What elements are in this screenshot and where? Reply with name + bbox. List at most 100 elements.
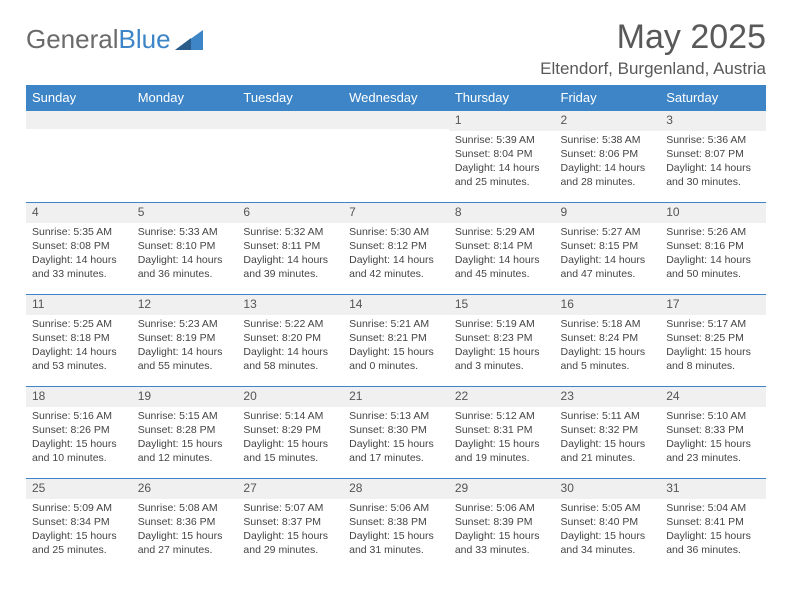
- day-cell: 28Sunrise: 5:06 AMSunset: 8:38 PMDayligh…: [343, 479, 449, 571]
- day-number: 7: [343, 203, 449, 223]
- day-cell: 30Sunrise: 5:05 AMSunset: 8:40 PMDayligh…: [555, 479, 661, 571]
- location-text: Eltendorf, Burgenland, Austria: [540, 59, 766, 79]
- day-cell: 17Sunrise: 5:17 AMSunset: 8:25 PMDayligh…: [660, 295, 766, 387]
- calendar-table: SundayMondayTuesdayWednesdayThursdayFrid…: [26, 85, 766, 571]
- day-header-sunday: Sunday: [26, 85, 132, 111]
- empty-cell: [132, 111, 238, 203]
- day-cell: 3Sunrise: 5:36 AMSunset: 8:07 PMDaylight…: [660, 111, 766, 203]
- day-details: Sunrise: 5:25 AMSunset: 8:18 PMDaylight:…: [26, 315, 132, 378]
- day-details: Sunrise: 5:35 AMSunset: 8:08 PMDaylight:…: [26, 223, 132, 286]
- day-details: Sunrise: 5:17 AMSunset: 8:25 PMDaylight:…: [660, 315, 766, 378]
- day-number: [343, 111, 449, 129]
- day-cell: 16Sunrise: 5:18 AMSunset: 8:24 PMDayligh…: [555, 295, 661, 387]
- day-cell: 23Sunrise: 5:11 AMSunset: 8:32 PMDayligh…: [555, 387, 661, 479]
- empty-cell: [343, 111, 449, 203]
- day-cell: 1Sunrise: 5:39 AMSunset: 8:04 PMDaylight…: [449, 111, 555, 203]
- day-details: Sunrise: 5:23 AMSunset: 8:19 PMDaylight:…: [132, 315, 238, 378]
- day-number: 12: [132, 295, 238, 315]
- day-cell: 14Sunrise: 5:21 AMSunset: 8:21 PMDayligh…: [343, 295, 449, 387]
- day-number: 8: [449, 203, 555, 223]
- week-row: 25Sunrise: 5:09 AMSunset: 8:34 PMDayligh…: [26, 479, 766, 571]
- day-number: [26, 111, 132, 129]
- day-header-friday: Friday: [555, 85, 661, 111]
- day-cell: 15Sunrise: 5:19 AMSunset: 8:23 PMDayligh…: [449, 295, 555, 387]
- header: GeneralBlue May 2025 Eltendorf, Burgenla…: [26, 18, 766, 79]
- day-cell: 13Sunrise: 5:22 AMSunset: 8:20 PMDayligh…: [237, 295, 343, 387]
- day-details: Sunrise: 5:14 AMSunset: 8:29 PMDaylight:…: [237, 407, 343, 470]
- day-cell: 7Sunrise: 5:30 AMSunset: 8:12 PMDaylight…: [343, 203, 449, 295]
- day-number: 20: [237, 387, 343, 407]
- day-number: 27: [237, 479, 343, 499]
- day-cell: 20Sunrise: 5:14 AMSunset: 8:29 PMDayligh…: [237, 387, 343, 479]
- day-number: 15: [449, 295, 555, 315]
- day-details: Sunrise: 5:18 AMSunset: 8:24 PMDaylight:…: [555, 315, 661, 378]
- day-cell: 21Sunrise: 5:13 AMSunset: 8:30 PMDayligh…: [343, 387, 449, 479]
- day-cell: 2Sunrise: 5:38 AMSunset: 8:06 PMDaylight…: [555, 111, 661, 203]
- day-header-thursday: Thursday: [449, 85, 555, 111]
- day-number: 29: [449, 479, 555, 499]
- logo-triangle-icon: [175, 30, 203, 50]
- day-header-monday: Monday: [132, 85, 238, 111]
- day-number: 11: [26, 295, 132, 315]
- day-cell: 4Sunrise: 5:35 AMSunset: 8:08 PMDaylight…: [26, 203, 132, 295]
- day-details: Sunrise: 5:29 AMSunset: 8:14 PMDaylight:…: [449, 223, 555, 286]
- day-number: 1: [449, 111, 555, 131]
- day-header-row: SundayMondayTuesdayWednesdayThursdayFrid…: [26, 85, 766, 111]
- day-number: 3: [660, 111, 766, 131]
- day-details: Sunrise: 5:30 AMSunset: 8:12 PMDaylight:…: [343, 223, 449, 286]
- day-number: 21: [343, 387, 449, 407]
- title-block: May 2025 Eltendorf, Burgenland, Austria: [540, 18, 766, 79]
- day-details: Sunrise: 5:07 AMSunset: 8:37 PMDaylight:…: [237, 499, 343, 562]
- day-details: Sunrise: 5:04 AMSunset: 8:41 PMDaylight:…: [660, 499, 766, 562]
- day-details: Sunrise: 5:06 AMSunset: 8:38 PMDaylight:…: [343, 499, 449, 562]
- empty-cell: [26, 111, 132, 203]
- day-cell: 8Sunrise: 5:29 AMSunset: 8:14 PMDaylight…: [449, 203, 555, 295]
- week-row: 18Sunrise: 5:16 AMSunset: 8:26 PMDayligh…: [26, 387, 766, 479]
- month-title: May 2025: [540, 18, 766, 57]
- day-details: Sunrise: 5:10 AMSunset: 8:33 PMDaylight:…: [660, 407, 766, 470]
- day-details: Sunrise: 5:05 AMSunset: 8:40 PMDaylight:…: [555, 499, 661, 562]
- day-cell: 18Sunrise: 5:16 AMSunset: 8:26 PMDayligh…: [26, 387, 132, 479]
- day-details: Sunrise: 5:32 AMSunset: 8:11 PMDaylight:…: [237, 223, 343, 286]
- day-details: Sunrise: 5:11 AMSunset: 8:32 PMDaylight:…: [555, 407, 661, 470]
- day-number: 4: [26, 203, 132, 223]
- day-details: Sunrise: 5:09 AMSunset: 8:34 PMDaylight:…: [26, 499, 132, 562]
- day-number: 16: [555, 295, 661, 315]
- day-number: 9: [555, 203, 661, 223]
- day-number: 18: [26, 387, 132, 407]
- day-details: Sunrise: 5:19 AMSunset: 8:23 PMDaylight:…: [449, 315, 555, 378]
- day-number: 19: [132, 387, 238, 407]
- day-details: Sunrise: 5:22 AMSunset: 8:20 PMDaylight:…: [237, 315, 343, 378]
- day-number: 25: [26, 479, 132, 499]
- day-details: Sunrise: 5:27 AMSunset: 8:15 PMDaylight:…: [555, 223, 661, 286]
- day-details: Sunrise: 5:06 AMSunset: 8:39 PMDaylight:…: [449, 499, 555, 562]
- day-cell: 11Sunrise: 5:25 AMSunset: 8:18 PMDayligh…: [26, 295, 132, 387]
- week-row: 1Sunrise: 5:39 AMSunset: 8:04 PMDaylight…: [26, 111, 766, 203]
- day-cell: 27Sunrise: 5:07 AMSunset: 8:37 PMDayligh…: [237, 479, 343, 571]
- day-number: 31: [660, 479, 766, 499]
- day-cell: 10Sunrise: 5:26 AMSunset: 8:16 PMDayligh…: [660, 203, 766, 295]
- day-number: 26: [132, 479, 238, 499]
- empty-cell: [237, 111, 343, 203]
- day-cell: 29Sunrise: 5:06 AMSunset: 8:39 PMDayligh…: [449, 479, 555, 571]
- day-header-tuesday: Tuesday: [237, 85, 343, 111]
- day-cell: 25Sunrise: 5:09 AMSunset: 8:34 PMDayligh…: [26, 479, 132, 571]
- day-number: [237, 111, 343, 129]
- day-number: 5: [132, 203, 238, 223]
- day-details: Sunrise: 5:12 AMSunset: 8:31 PMDaylight:…: [449, 407, 555, 470]
- day-number: 17: [660, 295, 766, 315]
- day-number: 24: [660, 387, 766, 407]
- day-details: Sunrise: 5:16 AMSunset: 8:26 PMDaylight:…: [26, 407, 132, 470]
- logo: GeneralBlue: [26, 24, 203, 55]
- day-header-wednesday: Wednesday: [343, 85, 449, 111]
- day-details: Sunrise: 5:21 AMSunset: 8:21 PMDaylight:…: [343, 315, 449, 378]
- day-number: 2: [555, 111, 661, 131]
- day-number: 6: [237, 203, 343, 223]
- day-cell: 24Sunrise: 5:10 AMSunset: 8:33 PMDayligh…: [660, 387, 766, 479]
- logo-text-blue: Blue: [119, 24, 171, 55]
- day-details: Sunrise: 5:33 AMSunset: 8:10 PMDaylight:…: [132, 223, 238, 286]
- day-number: [132, 111, 238, 129]
- day-details: Sunrise: 5:38 AMSunset: 8:06 PMDaylight:…: [555, 131, 661, 194]
- day-cell: 19Sunrise: 5:15 AMSunset: 8:28 PMDayligh…: [132, 387, 238, 479]
- day-cell: 26Sunrise: 5:08 AMSunset: 8:36 PMDayligh…: [132, 479, 238, 571]
